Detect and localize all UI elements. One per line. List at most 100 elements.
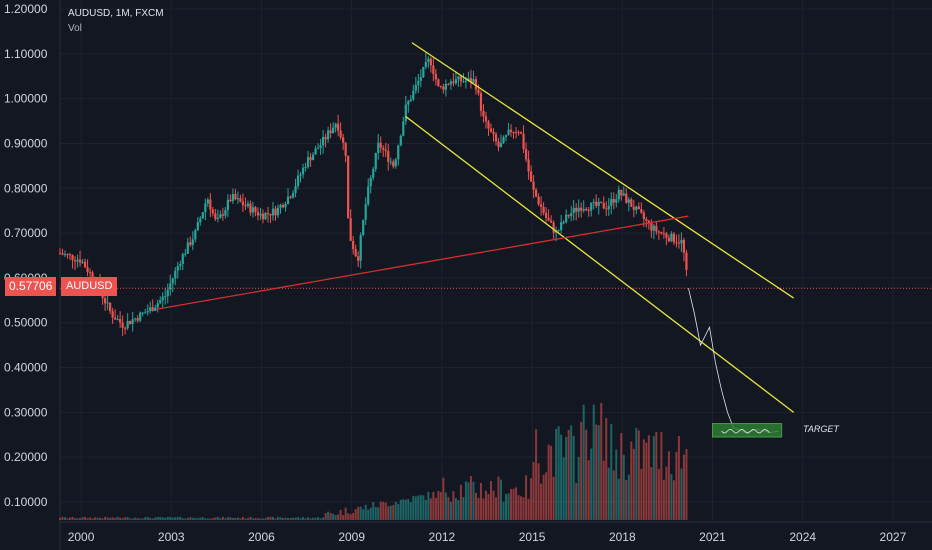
candle-body (537, 196, 540, 205)
volume-bar (166, 516, 169, 520)
volume-bar (312, 517, 315, 520)
candle-body (171, 278, 174, 284)
candle-body (334, 123, 337, 128)
candle-body (166, 289, 169, 297)
candle-body (249, 203, 252, 213)
volume-bar (344, 507, 347, 520)
candle-body (299, 174, 302, 176)
candle-body (68, 254, 72, 256)
volume-bar (126, 517, 129, 520)
ticker-badge: AUDUSD (61, 277, 118, 296)
candle-body (73, 260, 77, 262)
candle-body (106, 302, 109, 304)
volume-bar (522, 497, 525, 520)
volume-bar (520, 496, 523, 520)
candle-body (239, 198, 242, 202)
volume-bar (327, 511, 330, 520)
candle-body (615, 199, 618, 203)
candle-body (169, 283, 172, 290)
volume-bar (437, 490, 440, 520)
volume-bar (635, 427, 638, 520)
candle-body (161, 296, 164, 301)
volume-bar (269, 516, 272, 520)
volume-bar (79, 518, 82, 520)
candle-body (580, 207, 583, 211)
candle-body (552, 222, 555, 233)
candle-body (439, 85, 442, 87)
candle-body (347, 155, 350, 219)
volume-bar (176, 517, 179, 520)
candle-body (211, 209, 214, 214)
volume-bar (284, 517, 287, 520)
y-tick-label: 0.40000 (4, 361, 48, 375)
x-tick-label: 2021 (699, 530, 726, 544)
candle-body (565, 214, 568, 223)
volume-bar (231, 517, 234, 520)
volume-bar (304, 518, 307, 520)
candle-body (126, 321, 129, 329)
volume-bar (161, 517, 164, 520)
volume-bar (319, 518, 322, 520)
candle-body (532, 181, 535, 190)
candle-body (76, 259, 79, 262)
candle-body (261, 213, 265, 220)
volume-bar (121, 518, 124, 520)
volume-bar (309, 518, 312, 520)
candle-body (600, 201, 603, 204)
volume-bar (672, 480, 675, 520)
volume-bar (342, 515, 345, 520)
candle-body (642, 212, 645, 219)
candle-body (464, 80, 468, 82)
candle-body (186, 242, 189, 254)
candle-body (58, 253, 62, 255)
candle-body (259, 213, 262, 216)
symbol-header[interactable]: AUDUSD, 1M, FXCM (68, 8, 164, 19)
candle-body (159, 300, 162, 304)
volume-bar (66, 518, 69, 520)
volume-bar (282, 517, 285, 520)
candle-body (286, 196, 290, 204)
volume-indicator-label[interactable]: Vol (68, 23, 82, 34)
volume-bar (289, 517, 292, 520)
candle-body (449, 81, 452, 85)
candle-body (199, 218, 202, 223)
candle-body (389, 161, 392, 163)
volume-bar (156, 516, 159, 520)
volume-bar (492, 490, 495, 520)
candle-body (377, 142, 380, 153)
volume-bar (99, 517, 102, 520)
volume-bar (587, 460, 590, 520)
x-tick-label: 2015 (519, 530, 546, 544)
volume-bar (184, 518, 187, 520)
candle-body (622, 193, 625, 196)
volume-bar (432, 491, 435, 520)
candle-body (71, 254, 74, 261)
candle-body (104, 298, 107, 304)
volume-bar (542, 474, 545, 520)
candle-body (517, 132, 520, 134)
volume-bar (299, 518, 302, 520)
candle-body (274, 208, 277, 216)
volume-bar (660, 432, 663, 520)
volume-bar (459, 484, 462, 520)
candle-body (547, 217, 550, 221)
candle-body (279, 205, 282, 208)
candle-body (304, 166, 307, 168)
volume-bar (59, 518, 61, 520)
volume-bar (447, 497, 450, 520)
volume-bar (277, 516, 279, 520)
candle-body (374, 152, 377, 170)
candle-body (254, 207, 257, 212)
candle-body (309, 157, 312, 161)
volume-bar (580, 421, 583, 520)
y-tick-label: 0.10000 (4, 495, 48, 509)
candle-body (124, 327, 127, 329)
candle-body (417, 80, 420, 85)
volume-bar (467, 482, 470, 520)
candle-body (311, 154, 315, 161)
candle-body (402, 121, 405, 136)
volume-bar (236, 517, 239, 520)
candle-body (429, 58, 432, 66)
candle-body (91, 272, 94, 281)
